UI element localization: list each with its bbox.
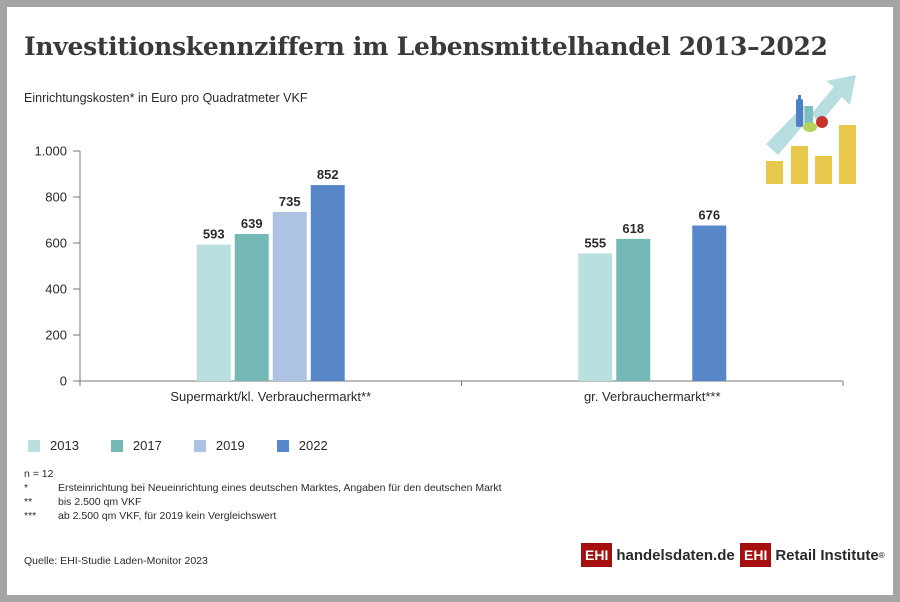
bar-icon [815, 156, 832, 184]
legend-swatch [110, 439, 123, 452]
legend-label: 2019 [215, 438, 245, 453]
legend-label: 2017 [132, 438, 162, 453]
handelsdaten-text: handelsdaten.de [616, 546, 735, 564]
pear-icon [803, 122, 817, 132]
apple-icon [816, 116, 828, 128]
chart-subtitle: Einrichtungskosten* in Euro pro Quadratm… [24, 91, 308, 105]
data-label: 852 [317, 167, 339, 182]
bar-icon [839, 125, 856, 184]
footnote-text: ab 2.500 qm VKF, für 2019 kein Vergleich… [58, 510, 277, 522]
footnote: * Ersteinrichtung bei Neueinrichtung ein… [24, 481, 502, 495]
ehi-retail-institute-logo: EHI Retail Institute ® [740, 543, 885, 567]
data-label: 735 [279, 194, 301, 209]
legend-swatch [28, 439, 40, 452]
y-tick-label: 800 [45, 190, 67, 205]
bar-icon [766, 161, 783, 184]
footnote-text: bis 2.500 qm VKF [58, 496, 142, 508]
bar-2022 [692, 225, 727, 381]
x-category-label: Supermarkt/kl. Verbrauchermarkt** [170, 389, 371, 404]
ehi-logo-box: EHI [740, 543, 772, 567]
y-tick-label: 0 [60, 374, 67, 389]
footnote-mark: ** [24, 496, 33, 508]
ehi-logo-box: EHI [581, 543, 613, 567]
bottle-icon [796, 99, 803, 127]
legend-item-2017: 2017 [110, 438, 162, 453]
y-tick-label: 1.000 [34, 144, 67, 159]
legend-item-2022: 2022 [276, 438, 328, 453]
y-tick-label: 200 [45, 328, 67, 343]
footnote-text: Ersteinrichtung bei Neueinrichtung eines… [58, 482, 502, 494]
legend-label: 2022 [298, 438, 328, 453]
data-label: 618 [622, 221, 644, 236]
data-label: 639 [241, 216, 263, 231]
legend-label: 2013 [50, 438, 79, 453]
data-label: 555 [584, 235, 606, 250]
data-label: 593 [203, 227, 225, 242]
source-note: Quelle: EHI-Studie Laden-Monitor 2023 [24, 555, 208, 567]
footnote-mark: * [24, 482, 29, 494]
sample-size: n = 12 [24, 468, 54, 480]
bar-icon [791, 146, 808, 184]
legend: 2013 2017 2019 2022 [28, 438, 360, 453]
bars: 593 639 735 852 555 618 676 [196, 167, 727, 381]
y-axis: 0 200 400 600 800 1.000 [34, 144, 81, 389]
bar-2017 [616, 238, 651, 381]
bar-2013 [578, 253, 613, 381]
data-label: 676 [698, 208, 720, 223]
x-axis: Supermarkt/kl. Verbrauchermarkt** gr. Ver… [79, 380, 844, 404]
legend-swatch [193, 439, 206, 452]
jar-icon [805, 106, 813, 123]
footnotes: n = 12 * Ersteinrichtung bei Neueinricht… [24, 467, 502, 523]
legend-item-2013: 2013 [28, 438, 79, 453]
bar-2022 [310, 185, 345, 381]
bar-chart: 0 200 400 600 800 1.000 Supermarkt/kl. Verbra… [34, 144, 844, 404]
chart-card [7, 7, 893, 595]
x-category-label: gr. Verbrauchermarkt*** [584, 389, 721, 404]
growth-illustration-icon [766, 75, 856, 184]
retail-institute-text: Retail Institute [775, 546, 879, 564]
registered-mark: ® [878, 550, 885, 560]
legend-swatch [276, 439, 289, 452]
chart-title: Investitionskennziffern im Lebensmittelh… [24, 32, 828, 61]
bar-2019 [272, 211, 307, 381]
bar-2013 [196, 244, 231, 381]
footnote: *** ab 2.500 qm VKF, für 2019 kein Vergl… [24, 509, 502, 523]
y-tick-label: 600 [45, 236, 67, 251]
handelsdaten-logo: EHI handelsdaten.de [581, 543, 735, 567]
legend-item-2019: 2019 [193, 438, 245, 453]
y-tick-label: 400 [45, 282, 67, 297]
footnote-mark: *** [24, 510, 37, 522]
footnote: ** bis 2.500 qm VKF [24, 495, 502, 509]
bar-2017 [234, 234, 269, 381]
